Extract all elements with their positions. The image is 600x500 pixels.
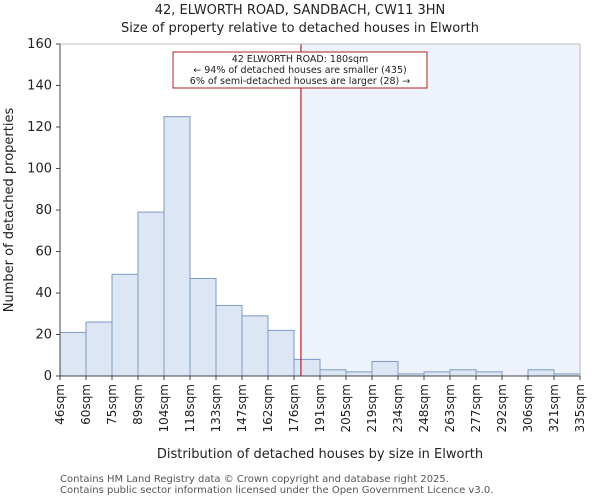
x-tick-label: 248sqm (417, 384, 431, 432)
x-tick-label: 205sqm (339, 384, 353, 432)
footer-licence: Contains public sector information licen… (60, 485, 494, 496)
annotation-line: 42 ELWORTH ROAD: 180sqm (232, 54, 369, 65)
annotation-line: ← 94% of detached houses are smaller (43… (193, 65, 406, 76)
x-tick-label: 104sqm (157, 384, 171, 432)
x-tick-label: 234sqm (391, 384, 405, 432)
y-tick-label: 80 (35, 203, 52, 218)
y-tick-label: 120 (27, 120, 52, 135)
bar (267, 329, 295, 377)
y-tick-label: 100 (27, 162, 52, 177)
x-tick-label: 89sqm (131, 384, 145, 425)
x-tick-label: 277sqm (469, 384, 483, 432)
x-tick-label: 147sqm (235, 384, 249, 432)
annotation-box (172, 51, 428, 89)
x-tick-label: 219sqm (365, 384, 379, 432)
y-tick-label: 140 (27, 79, 52, 94)
x-tick-label: 75sqm (105, 384, 119, 425)
bar (241, 315, 269, 377)
bar (59, 331, 87, 377)
x-tick-label: 335sqm (573, 384, 587, 432)
bar (449, 369, 477, 377)
larger-region-shade (300, 44, 580, 376)
bar (371, 360, 399, 377)
bar (527, 369, 555, 377)
x-tick-label: 162sqm (261, 384, 275, 432)
bar (189, 277, 217, 377)
x-tick-label: 306sqm (521, 384, 535, 432)
chart-title: 42, ELWORTH ROAD, SANDBACH, CW11 3HN (154, 3, 446, 18)
x-tick-label: 263sqm (443, 384, 457, 432)
annotation-line: 6% of semi-detached houses are larger (2… (190, 76, 410, 87)
x-tick-label: 191sqm (313, 384, 327, 432)
chart-subtitle: Size of property relative to detached ho… (121, 21, 479, 36)
x-tick-label: 321sqm (547, 384, 561, 432)
y-axis-label: Number of detached properties (2, 108, 17, 313)
x-tick-label: 133sqm (209, 384, 223, 432)
y-tick-label: 20 (35, 328, 52, 343)
bar (293, 358, 321, 377)
bar (423, 371, 451, 377)
bar (163, 116, 191, 377)
y-tick-label: 160 (27, 37, 52, 52)
x-tick-label: 60sqm (79, 384, 93, 425)
bar (85, 321, 113, 377)
bar (215, 304, 243, 377)
bar (345, 371, 373, 377)
bar (137, 211, 165, 377)
y-tick-label: 0 (44, 369, 52, 384)
bar (475, 371, 503, 377)
x-axis-label: Distribution of detached houses by size … (157, 447, 483, 462)
bar (319, 369, 347, 377)
x-tick-label: 46sqm (53, 384, 67, 425)
x-tick-label: 118sqm (183, 384, 197, 432)
y-tick-label: 40 (35, 286, 52, 301)
footer-attribution: Contains HM Land Registry data © Crown c… (60, 474, 449, 485)
bar (111, 273, 139, 377)
y-tick-label: 60 (35, 245, 52, 260)
x-tick-label: 292sqm (495, 384, 509, 432)
x-tick-label: 176sqm (287, 384, 301, 432)
